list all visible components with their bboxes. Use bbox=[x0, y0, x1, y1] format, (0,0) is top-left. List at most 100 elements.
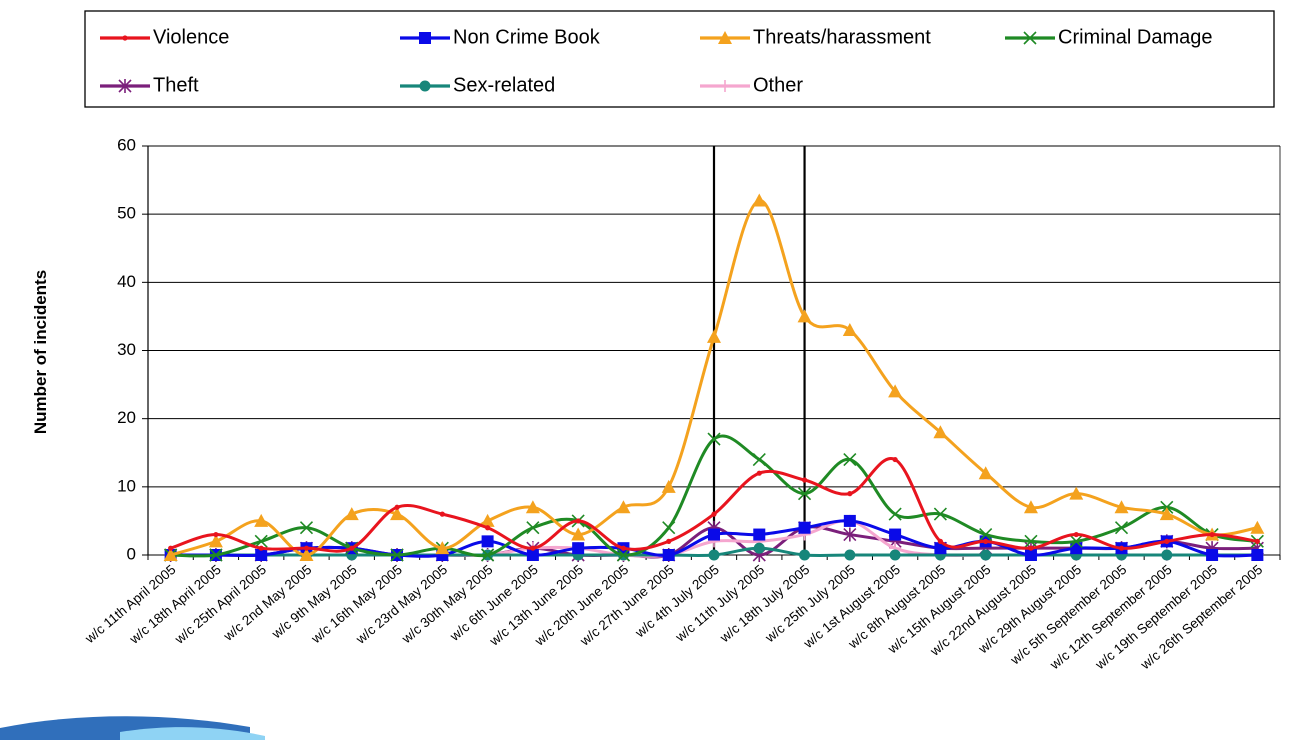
data-point bbox=[888, 384, 903, 398]
data-point bbox=[1024, 549, 1037, 561]
data-point bbox=[485, 525, 491, 531]
data-point bbox=[526, 521, 540, 535]
data-point bbox=[666, 538, 672, 544]
decorative-swoosh-accent bbox=[120, 727, 265, 740]
y-tick-label: 60 bbox=[117, 135, 136, 154]
data-point bbox=[933, 507, 947, 521]
legend-label: Threats/harassment bbox=[753, 26, 931, 48]
data-point bbox=[419, 32, 431, 44]
data-point bbox=[937, 538, 944, 544]
data-point bbox=[1164, 538, 1170, 544]
data-point bbox=[708, 528, 720, 541]
data-point bbox=[756, 470, 762, 476]
data-point bbox=[616, 500, 631, 514]
data-point bbox=[662, 521, 676, 535]
series-lines bbox=[163, 193, 1265, 562]
data-point bbox=[394, 504, 400, 510]
data-point bbox=[344, 507, 359, 521]
data-point bbox=[980, 549, 992, 561]
data-point bbox=[707, 329, 721, 343]
data-point bbox=[888, 507, 902, 521]
data-point bbox=[1069, 486, 1084, 500]
data-point bbox=[390, 548, 404, 562]
legend: Violence Non Crime Book Threats/harassment… bbox=[100, 26, 1213, 96]
data-point bbox=[661, 479, 676, 493]
data-point bbox=[719, 80, 731, 92]
data-point bbox=[572, 542, 585, 555]
legend-label: Violence bbox=[153, 26, 229, 48]
event-marker-lines bbox=[712, 146, 806, 555]
data-point bbox=[1069, 534, 1083, 548]
y-tick-label: 40 bbox=[117, 272, 136, 291]
data-point bbox=[933, 425, 948, 439]
data-point bbox=[168, 545, 174, 551]
data-point bbox=[439, 511, 445, 517]
data-point bbox=[979, 527, 993, 542]
data-point bbox=[258, 545, 264, 551]
y-axis-ticks: 0 10 20 30 40 50 60 bbox=[117, 135, 148, 563]
data-point bbox=[753, 528, 766, 541]
data-point bbox=[1206, 549, 1219, 561]
series-violence bbox=[168, 456, 1260, 553]
data-point bbox=[1114, 521, 1129, 535]
data-point bbox=[718, 31, 732, 44]
data-point bbox=[1070, 542, 1083, 555]
data-point bbox=[711, 511, 717, 517]
data-point bbox=[525, 500, 540, 514]
data-point bbox=[575, 518, 581, 524]
legend-box bbox=[84, 10, 1275, 108]
data-point bbox=[1209, 531, 1215, 538]
data-point bbox=[620, 545, 627, 551]
legend-label: Theft bbox=[153, 74, 199, 96]
data-point bbox=[209, 548, 223, 562]
data-point bbox=[708, 549, 720, 561]
data-point bbox=[254, 534, 268, 548]
data-point bbox=[1114, 500, 1129, 514]
data-point bbox=[390, 507, 405, 521]
data-point bbox=[983, 538, 989, 544]
data-point bbox=[303, 545, 310, 551]
data-point bbox=[118, 79, 132, 93]
data-point bbox=[208, 534, 223, 548]
data-point bbox=[1023, 500, 1038, 514]
data-point bbox=[843, 514, 856, 527]
y-tick-label: 50 bbox=[117, 204, 136, 223]
data-point bbox=[213, 531, 219, 538]
data-point bbox=[889, 528, 902, 541]
data-point bbox=[299, 521, 314, 535]
legend-item: Criminal Damage bbox=[1005, 26, 1213, 48]
legend-item: Sex-related bbox=[400, 74, 555, 96]
legend-item: Threats/harassment bbox=[700, 26, 931, 48]
data-point bbox=[419, 80, 431, 92]
data-point bbox=[1251, 549, 1264, 561]
data-point bbox=[435, 541, 450, 555]
series-threats-harassment bbox=[163, 193, 1265, 561]
data-point bbox=[481, 535, 494, 548]
data-point bbox=[1028, 545, 1034, 551]
data-point bbox=[797, 487, 812, 501]
data-point bbox=[797, 309, 812, 323]
data-point bbox=[842, 323, 857, 337]
data-point bbox=[753, 542, 765, 554]
data-point bbox=[798, 521, 811, 534]
data-point bbox=[1073, 531, 1079, 538]
legend-item: Theft bbox=[100, 74, 199, 96]
data-point bbox=[1023, 31, 1037, 45]
data-point bbox=[299, 548, 314, 561]
legend-item: Non Crime Book bbox=[400, 26, 601, 48]
data-point bbox=[752, 453, 766, 467]
data-point bbox=[843, 527, 857, 542]
y-tick-label: 20 bbox=[117, 408, 136, 427]
data-point bbox=[978, 466, 993, 480]
legend-label: Sex-related bbox=[453, 74, 555, 96]
data-point bbox=[707, 432, 721, 446]
data-point bbox=[889, 549, 901, 561]
data-point bbox=[892, 456, 898, 463]
y-tick-label: 0 bbox=[127, 544, 136, 563]
y-axis-label: Number of incidents bbox=[31, 270, 50, 434]
data-point bbox=[799, 549, 811, 561]
data-point bbox=[526, 549, 539, 561]
y-tick-label: 30 bbox=[117, 340, 136, 359]
data-point bbox=[662, 549, 675, 561]
